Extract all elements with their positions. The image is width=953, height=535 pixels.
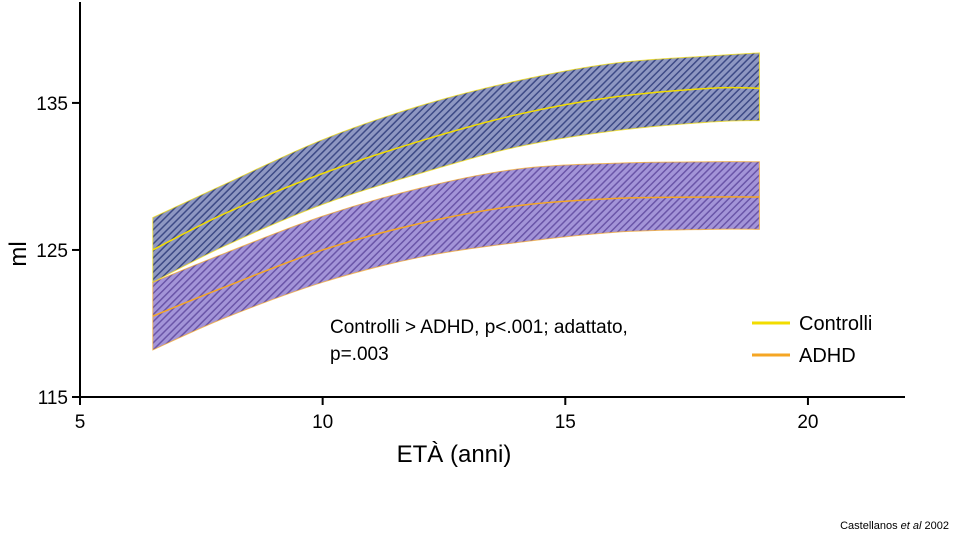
x-tick-label-5: 5 xyxy=(75,412,86,433)
series-lines xyxy=(152,86,760,317)
x-ticks: 5 10 15 20 xyxy=(75,397,819,433)
series-line-adhd xyxy=(152,196,760,317)
band-controlli xyxy=(152,52,760,284)
x-tick-label-15: 15 xyxy=(555,412,576,433)
legend-label-adhd: ADHD xyxy=(799,345,856,367)
annotation-line-2: p=.003 xyxy=(330,344,389,365)
credit-year: 2002 xyxy=(924,520,949,532)
annotation-line-1: Controlli > ADHD, p<.001; adattato, xyxy=(330,317,628,338)
x-tick-label-20: 20 xyxy=(797,412,818,433)
y-tick-label-115: 115 xyxy=(38,388,68,409)
y-tick-label-135: 135 xyxy=(36,94,68,115)
band-adhd xyxy=(152,161,760,351)
x-axis-title: ETÀ (anni) xyxy=(397,441,512,468)
confidence-bands xyxy=(152,52,760,351)
legend-label-controlli: Controlli xyxy=(799,313,872,335)
x-tick-label-10: 10 xyxy=(312,412,333,433)
series-line-controlli xyxy=(152,86,760,251)
credit-author: Castellanos xyxy=(840,520,898,532)
y-tick-label-125: 125 xyxy=(36,241,68,262)
axes: 5 10 15 20 115 125 135 xyxy=(36,2,905,433)
source-credit: Castellanos et al 2002 xyxy=(840,520,949,532)
y-ticks: 115 125 135 xyxy=(36,94,80,409)
y-axis-title: ml xyxy=(5,241,32,266)
credit-etal: et al xyxy=(900,520,922,532)
legend: Controlli ADHD xyxy=(752,313,872,367)
